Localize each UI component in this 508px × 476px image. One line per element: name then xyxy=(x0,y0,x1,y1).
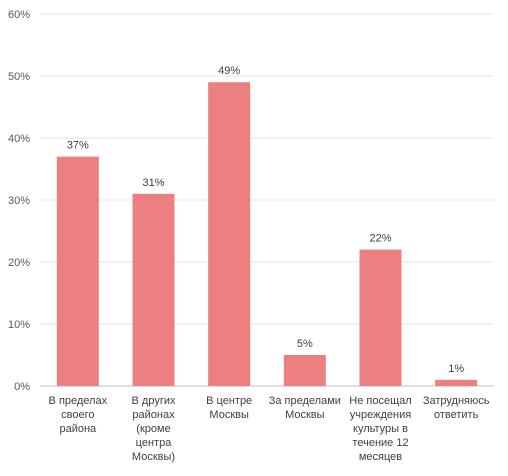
category-label: течение 12 xyxy=(352,437,408,449)
category-label: Москвы) xyxy=(132,451,175,463)
category-label: учреждения xyxy=(350,409,411,421)
bar xyxy=(132,193,175,386)
bar xyxy=(56,156,99,386)
category-label: района xyxy=(59,423,97,435)
y-tick-label: 20% xyxy=(8,257,30,269)
category-label: В других xyxy=(132,395,176,407)
y-tick-label: 10% xyxy=(8,319,30,331)
y-tick-label: 50% xyxy=(8,71,30,83)
data-label: 22% xyxy=(369,233,391,245)
category-label: культуры в xyxy=(353,423,408,435)
y-tick-label: 30% xyxy=(8,195,30,207)
data-label: 1% xyxy=(448,363,464,375)
bar xyxy=(359,249,402,386)
category-label: своего xyxy=(61,409,94,421)
category-label: (кроме xyxy=(136,423,170,435)
bar xyxy=(435,379,478,386)
category-label: районах xyxy=(132,409,175,421)
category-label: Не посещал xyxy=(349,395,411,407)
y-tick-label: 60% xyxy=(8,9,30,21)
category-label: В центре xyxy=(206,395,252,407)
category-label: Москвы xyxy=(209,409,249,421)
category-label: месяцев xyxy=(359,451,402,463)
bar xyxy=(283,355,326,386)
category-label: ответить xyxy=(434,409,479,421)
y-tick-label: 0% xyxy=(14,381,30,393)
data-label: 37% xyxy=(67,140,89,152)
y-tick-label: 40% xyxy=(8,133,30,145)
data-label: 31% xyxy=(142,177,164,189)
category-label: центра xyxy=(136,437,173,449)
data-label: 5% xyxy=(297,338,313,350)
category-label: В пределах xyxy=(49,395,108,407)
bar xyxy=(208,82,251,386)
data-label: 49% xyxy=(218,65,240,77)
category-label: За пределами xyxy=(269,395,341,407)
category-label: Москвы xyxy=(285,409,325,421)
category-label: Затрудняюсь xyxy=(423,395,490,407)
